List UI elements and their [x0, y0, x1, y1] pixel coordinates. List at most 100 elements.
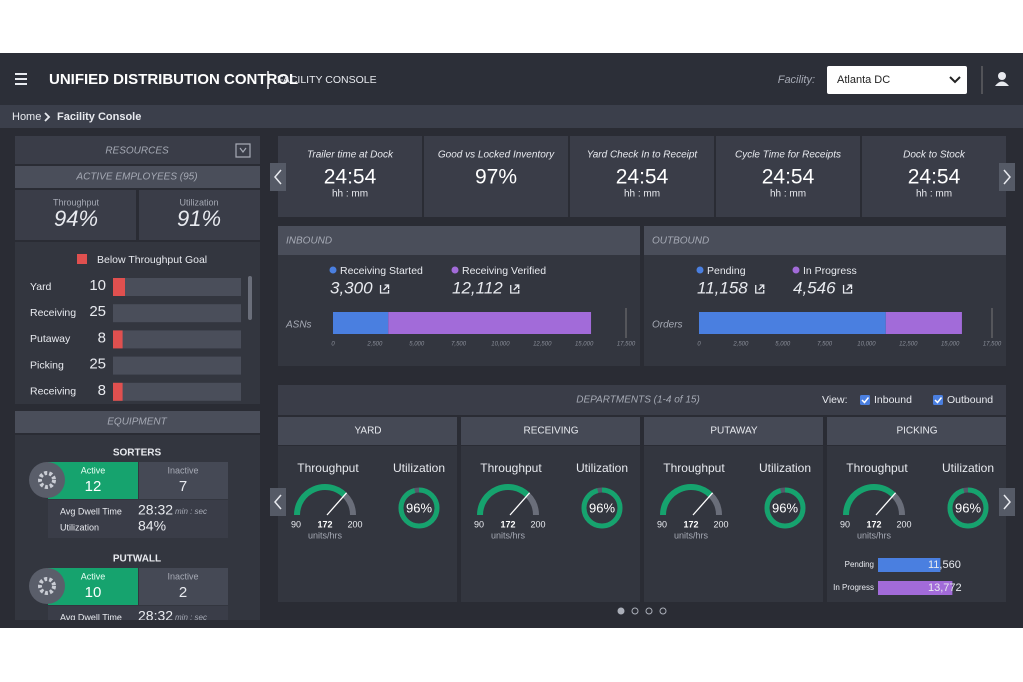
- gauge-unit: units/hrs: [491, 530, 526, 540]
- user-icon-head[interactable]: [998, 72, 1006, 80]
- inactive-box: [139, 462, 228, 499]
- x-tick-label: 2,500: [732, 342, 749, 348]
- x-tick-label: 12,500: [533, 342, 552, 348]
- stacked-bar-segment: [333, 312, 389, 334]
- kpi-prev[interactable]: [270, 163, 286, 191]
- equipment-name: PUTWALL: [113, 554, 161, 565]
- active-value: 10: [85, 584, 102, 601]
- external-link-icon[interactable]: [842, 284, 853, 294]
- gauge-track: [708, 492, 722, 516]
- department-header: [278, 417, 457, 445]
- extra-bar: [878, 558, 941, 572]
- menu-icon-line[interactable]: [15, 78, 27, 80]
- department-name: PICKING: [896, 426, 937, 437]
- utilization-box: [139, 190, 260, 240]
- x-tick-label: 0: [331, 342, 335, 348]
- resource-bar-track: [113, 330, 241, 349]
- legend-name: Pending: [707, 265, 746, 277]
- gauge-track: [342, 492, 356, 516]
- kpi-title: Yard Check In to Receipt: [587, 150, 699, 161]
- kpi-title: Cycle Time for Receipts: [735, 150, 841, 161]
- external-link-icon[interactable]: [510, 284, 520, 294]
- filter-label[interactable]: Outbound: [947, 394, 993, 406]
- equipment-name: SORTERS: [113, 448, 162, 459]
- resource-count: 25: [89, 356, 106, 373]
- breadcrumb-chevron: [44, 112, 51, 122]
- extra-label: In Progress: [833, 583, 874, 592]
- resource-bar-fill: [113, 278, 125, 296]
- map-icon[interactable]: [235, 143, 251, 158]
- inactive-value: 7: [179, 478, 187, 495]
- breadcrumb-bar: [0, 105, 1023, 128]
- flow-header: [278, 226, 640, 255]
- kpi-card: [862, 136, 1006, 217]
- kpi-unit: hh : mm: [770, 189, 806, 200]
- x-tick-label: 2,500: [366, 342, 383, 348]
- gauge-value: 172: [683, 519, 698, 529]
- inactive-value: 2: [179, 584, 187, 601]
- breadcrumb-current: Facility Console: [57, 111, 141, 123]
- gauge-unit: units/hrs: [857, 530, 892, 540]
- flow-value: 3,300: [330, 278, 373, 297]
- facility-label: Facility:: [778, 74, 815, 86]
- page-dot[interactable]: [645, 607, 653, 615]
- gauge-min: 90: [840, 519, 850, 529]
- resource-bar-fill: [113, 382, 123, 401]
- kpi-title: Trailer time at Dock: [307, 150, 394, 161]
- filter-label[interactable]: Inbound: [874, 394, 912, 406]
- department-name: PUTAWAY: [710, 426, 758, 437]
- legend-name: Receiving Started: [340, 265, 423, 277]
- inactive-box: [139, 568, 228, 605]
- filter-checkbox[interactable]: [860, 395, 870, 405]
- department-name: RECEIVING: [523, 426, 578, 437]
- resource-name: Yard: [30, 281, 52, 293]
- page-dot[interactable]: [631, 607, 639, 615]
- kpi-title: Good vs Locked Inventory: [438, 150, 555, 161]
- x-tick-label: 7,500: [451, 342, 467, 348]
- gauge-fill: [477, 484, 530, 516]
- dwell-value: 28:32: [138, 608, 173, 624]
- gauge-fill: [660, 484, 713, 516]
- stacked-bar-segment: [388, 312, 592, 334]
- throughput-label: Throughput: [53, 197, 100, 207]
- gauge-max: 200: [347, 519, 362, 529]
- filter-checkbox[interactable]: [933, 395, 943, 405]
- page-dot[interactable]: [617, 607, 625, 615]
- legend-swatch: [77, 254, 87, 264]
- resource-bar-track: [113, 382, 241, 401]
- dept-next[interactable]: [999, 488, 1015, 516]
- external-link-icon[interactable]: [379, 284, 390, 294]
- x-tick-label: 17,500: [983, 342, 1002, 348]
- page-dot[interactable]: [659, 607, 667, 615]
- facility-value: Atlanta DC: [837, 74, 890, 86]
- resource-count: 25: [89, 303, 106, 320]
- utilization-heading: Utilization: [576, 461, 628, 475]
- stacked-bar-segment: [885, 312, 962, 334]
- x-tick-label: 10,000: [857, 342, 876, 348]
- menu-icon-line[interactable]: [15, 83, 27, 85]
- employees-title: ACTIVE EMPLOYEES (95): [75, 172, 197, 183]
- kpi-next[interactable]: [999, 163, 1015, 191]
- extra-label: Pending: [845, 560, 874, 569]
- kpi-unit: hh : mm: [916, 189, 952, 200]
- gauge-min: 90: [474, 519, 484, 529]
- gauge-needle: [509, 492, 531, 516]
- external-link-icon[interactable]: [755, 284, 765, 294]
- flow-title: INBOUND: [286, 236, 332, 247]
- x-tick-label: 5,000: [409, 342, 425, 348]
- dept-prev[interactable]: [270, 488, 286, 516]
- menu-icon-line[interactable]: [15, 73, 27, 75]
- x-tick-label: 15,000: [941, 342, 960, 348]
- throughput-heading: Throughput: [663, 461, 725, 475]
- ring-label: 96%: [589, 500, 615, 515]
- throughput-box: [15, 190, 136, 240]
- facility-dropdown[interactable]: [827, 66, 967, 94]
- dwell-unit: min : sec: [175, 613, 207, 622]
- utilization-heading: Utilization: [759, 461, 811, 475]
- gauge-needle: [326, 492, 348, 516]
- kpi-value: 24:54: [324, 166, 377, 189]
- kpi-value: 97%: [475, 166, 517, 189]
- kpi-card: [570, 136, 714, 217]
- breadcrumb-home[interactable]: Home: [12, 111, 41, 123]
- gear-icon: [38, 471, 56, 489]
